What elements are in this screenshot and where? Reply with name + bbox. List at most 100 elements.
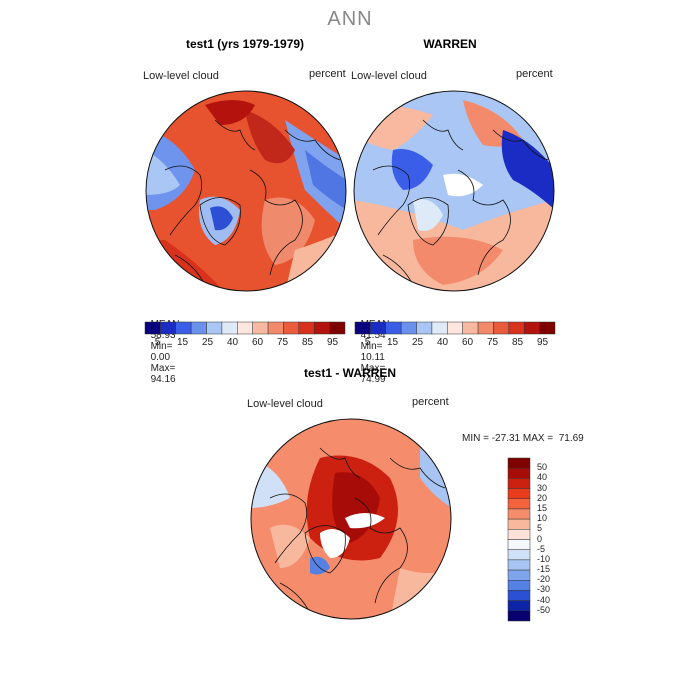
panel-1-min-value: 0.00 <box>150 352 171 363</box>
colorbar-panel-1-swatch <box>329 321 346 335</box>
colorbar-panel-2-swatch <box>539 321 556 335</box>
colorbar-panel-2-tick-label: 60 <box>461 337 474 348</box>
colorbar-panel-2-tick-label: 5 <box>364 337 371 348</box>
colorbar-panel-3-tick-label: 30 <box>537 482 548 493</box>
colorbar-panel-3-tick-label: 5 <box>537 523 543 534</box>
colorbar-panel-2-swatch <box>416 321 433 335</box>
panel-2-min-label: Min= <box>360 341 383 352</box>
colorbar-panel-3-swatch <box>507 559 531 571</box>
colorbar-panel-2-tick-label: 75 <box>486 337 499 348</box>
colorbar-panel-1-tick-label: 60 <box>251 337 264 348</box>
colorbar-panel-1-tick-label: 5 <box>154 337 161 348</box>
colorbar-panel-3-swatch <box>507 498 531 510</box>
colorbar-panel-1-tick-label: 15 <box>176 337 189 348</box>
colorbar-panel-1-tick-label: 95 <box>326 337 339 348</box>
panel-2-max-label: Max= <box>360 363 386 374</box>
colorbar-panel-3-swatch <box>507 580 531 591</box>
colorbar-panel-3-swatch <box>507 488 531 499</box>
panel-3-units: percent <box>412 396 449 408</box>
colorbar-panel-1-swatch <box>206 321 223 335</box>
colorbar-panel-3-swatch <box>507 518 531 530</box>
colorbar-panel-2-tick-label: 25 <box>411 337 424 348</box>
colorbar-panel-3-tick-label: 40 <box>537 472 548 483</box>
colorbar-panel-3-swatch <box>507 478 531 489</box>
colorbar-panel-1-swatch <box>283 321 300 335</box>
colorbar-panel-3-tick-label: -15 <box>537 564 551 575</box>
colorbar-panel-2-tick-label: 15 <box>386 337 399 348</box>
colorbar-panel-2-tick-label: 95 <box>536 337 549 348</box>
panel-1-title: test1 (yrs 1979-1979) <box>185 37 305 51</box>
panel-3-title: test1 - WARREN <box>303 366 396 380</box>
panel-1-field-label: Low-level cloud <box>143 70 219 82</box>
colorbar-panel-2-swatch <box>493 321 510 335</box>
panel-2-units: percent <box>516 68 553 80</box>
panel-2-field-label: Low-level cloud <box>351 70 427 82</box>
panel-2-title: WARREN <box>423 37 477 51</box>
colorbar-panel-3-swatch <box>507 569 531 581</box>
colorbar-panel-3-swatch <box>507 610 531 622</box>
colorbar-panel-2-swatch <box>354 321 371 335</box>
map-panel-1 <box>145 90 347 292</box>
colorbar-panel-2-swatch <box>385 321 402 335</box>
panel-3-field-label: Low-level cloud <box>247 398 323 410</box>
colorbar-panel-3-tick-label: 0 <box>537 533 543 544</box>
colorbar-panel-2-tick-label: 85 <box>511 337 524 348</box>
colorbar-panel-1-swatch <box>221 321 238 335</box>
colorbar-panel-1-swatch <box>144 321 161 335</box>
colorbar-panel-3-tick-label: 15 <box>537 502 548 513</box>
colorbar-panel-2-swatch <box>508 321 525 335</box>
colorbar-panel-2-swatch <box>523 321 540 335</box>
colorbar-panel-3-tick-label: 20 <box>537 492 548 503</box>
colorbar-panel-3-swatch <box>507 457 531 469</box>
colorbar-panel-1-labels: 5 15 25 40 60 75 85 95 <box>145 337 345 351</box>
colorbar-panel-3 <box>507 457 531 622</box>
colorbar-panel-2-swatch <box>431 321 448 335</box>
colorbar-panel-1-tick-label: 25 <box>201 337 214 348</box>
panel-1-max-label: Max= <box>150 363 176 374</box>
panel-1-max-value: 94.16 <box>150 374 176 385</box>
panel-3-range: MIN = -27.31 MAX = 71.69 <box>462 433 584 444</box>
colorbar-panel-2 <box>354 321 556 335</box>
map-panel-3 <box>250 418 452 620</box>
main-title: ANN <box>327 8 373 30</box>
panel-2-min-value: 10.11 <box>360 352 385 363</box>
colorbar-panel-1-tick-label: 85 <box>301 337 314 348</box>
colorbar-panel-3-swatch <box>507 549 531 561</box>
colorbar-panel-3-tick-label: -40 <box>537 594 551 605</box>
colorbar-panel-1-tick-label: 40 <box>226 337 239 348</box>
colorbar-panel-3-tick-label: -20 <box>537 574 551 585</box>
colorbar-panel-3-tick-label: -10 <box>537 553 551 564</box>
colorbar-panel-1-swatch <box>175 321 192 335</box>
colorbar-panel-1-swatch <box>252 321 269 335</box>
panel-2-max-value: 74.99 <box>360 374 386 385</box>
colorbar-panel-1-tick-label: 75 <box>276 337 289 348</box>
panel-1-mean-value: 58.93 <box>150 330 176 341</box>
colorbar-panel-3-swatch <box>507 600 531 612</box>
colorbar-panel-1 <box>144 321 346 335</box>
colorbar-panel-3-swatch <box>507 529 531 540</box>
colorbar-panel-3-tick-label: -30 <box>537 584 551 595</box>
colorbar-panel-2-swatch <box>477 321 494 335</box>
colorbar-panel-2-swatch <box>447 321 463 335</box>
colorbar-panel-2-swatch <box>400 321 417 335</box>
colorbar-panel-3-tick-label: -50 <box>537 604 551 615</box>
colorbar-panel-2-swatch <box>462 321 479 335</box>
colorbar-panel-3-swatch <box>507 508 531 520</box>
colorbar-panel-1-swatch <box>298 321 315 335</box>
colorbar-panel-2-labels: 5 15 25 40 60 75 85 95 <box>355 337 555 351</box>
colorbar-panel-3-tick-label: 50 <box>537 462 548 473</box>
colorbar-panel-3-labels: 50 40 30 20 15 10 5 0 -5 -10 -15 -20 -30 -40 -50 <box>537 458 577 621</box>
panel-2-mean-value: 41.54 <box>360 330 386 341</box>
colorbar-panel-1-swatch <box>160 321 177 335</box>
colorbar-panel-3-swatch <box>507 467 531 479</box>
colorbar-panel-1-swatch <box>313 321 330 335</box>
colorbar-panel-3-tick-label: -5 <box>537 543 546 554</box>
panel-1-units: percent <box>309 68 346 80</box>
colorbar-panel-3-swatch <box>507 590 531 601</box>
colorbar-panel-3-tick-label: 10 <box>537 513 548 524</box>
colorbar-panel-2-swatch <box>370 321 387 335</box>
colorbar-panel-1-swatch <box>267 321 284 335</box>
colorbar-panel-3-swatch <box>507 539 531 550</box>
colorbar-panel-1-swatch <box>237 321 253 335</box>
panel-1-min-label: Min= <box>150 341 173 352</box>
